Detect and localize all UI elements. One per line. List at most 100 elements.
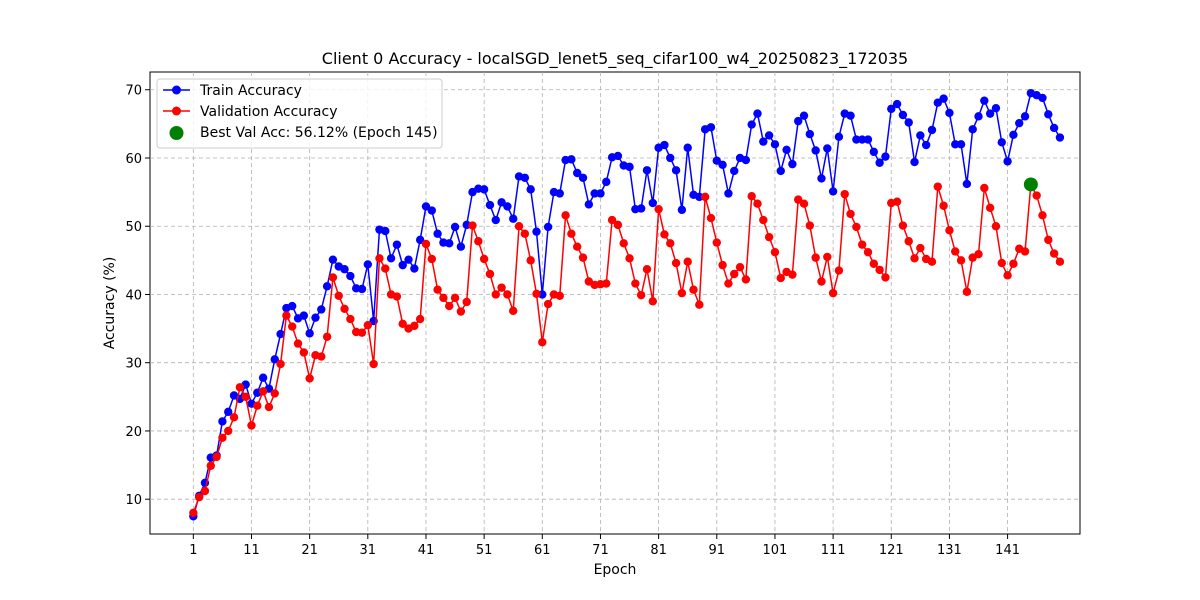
- x-tick-label: 51: [476, 543, 493, 558]
- data-point-train-accuracy: [572, 168, 582, 178]
- data-point-validation-accuracy: [776, 273, 785, 283]
- data-point-train-accuracy: [485, 200, 495, 210]
- data-point-validation-accuracy: [474, 237, 483, 246]
- data-point-validation-accuracy: [689, 285, 698, 294]
- data-point-train-accuracy: [980, 96, 989, 105]
- legend-train-marker: [172, 85, 181, 95]
- data-point-validation-accuracy: [468, 221, 477, 230]
- data-point-validation-accuracy: [206, 461, 215, 470]
- data-point-train-accuracy: [648, 198, 658, 208]
- data-point-validation-accuracy: [735, 262, 745, 272]
- data-point-validation-accuracy: [933, 182, 942, 191]
- best-val-marker: [1023, 177, 1038, 192]
- data-point-validation-accuracy: [910, 254, 919, 263]
- data-point-validation-accuracy: [956, 256, 966, 265]
- data-point-train-accuracy: [956, 140, 966, 149]
- data-point-validation-accuracy: [479, 254, 489, 264]
- data-point-train-accuracy: [497, 198, 506, 207]
- x-tick-label: 41: [418, 543, 435, 558]
- data-point-train-accuracy: [602, 177, 611, 187]
- data-point-validation-accuracy: [642, 265, 652, 274]
- data-point-validation-accuracy: [892, 197, 902, 206]
- data-point-validation-accuracy: [613, 220, 623, 230]
- data-point-validation-accuracy: [945, 226, 954, 235]
- data-point-train-accuracy: [921, 140, 931, 150]
- data-point-train-accuracy: [660, 140, 669, 150]
- x-tick-label: 111: [821, 543, 846, 558]
- data-point-train-accuracy: [445, 239, 454, 248]
- data-point-validation-accuracy: [695, 300, 704, 309]
- legend-val-label: Validation Accuracy: [200, 104, 338, 120]
- data-point-train-accuracy: [1044, 110, 1053, 119]
- data-point-train-accuracy: [340, 265, 349, 274]
- data-point-validation-accuracy: [398, 319, 407, 329]
- data-point-train-accuracy: [776, 166, 785, 176]
- data-point-validation-accuracy: [363, 320, 373, 330]
- data-point-validation-accuracy: [520, 229, 530, 238]
- data-point-validation-accuracy: [625, 254, 634, 263]
- data-point-train-accuracy: [357, 284, 367, 294]
- data-point-validation-accuracy: [683, 257, 692, 266]
- data-point-train-accuracy: [788, 159, 797, 169]
- data-point-train-accuracy: [1015, 118, 1024, 128]
- data-point-train-accuracy: [671, 166, 681, 175]
- data-point-train-accuracy: [904, 118, 913, 127]
- data-point-train-accuracy: [584, 200, 594, 209]
- data-point-train-accuracy: [398, 260, 407, 270]
- data-point-validation-accuracy: [741, 275, 751, 284]
- data-point-train-accuracy: [852, 135, 861, 144]
- y-tick-label: 30: [125, 357, 142, 372]
- data-point-train-accuracy: [578, 173, 588, 182]
- data-point-validation-accuracy: [317, 352, 326, 361]
- data-point-validation-accuracy: [852, 222, 861, 232]
- data-point-train-accuracy: [456, 242, 466, 251]
- data-point-train-accuracy: [910, 157, 919, 167]
- data-point-train-accuracy: [869, 147, 879, 157]
- data-point-validation-accuracy: [869, 259, 879, 268]
- data-point-train-accuracy: [712, 156, 721, 165]
- data-point-validation-accuracy: [538, 338, 547, 347]
- data-point-validation-accuracy: [456, 307, 466, 316]
- data-point-validation-accuracy: [712, 238, 721, 247]
- data-point-validation-accuracy: [410, 321, 419, 331]
- data-point-validation-accuracy: [247, 421, 256, 430]
- data-point-train-accuracy: [363, 260, 373, 269]
- data-point-validation-accuracy: [974, 250, 983, 259]
- data-point-validation-accuracy: [427, 254, 436, 264]
- data-point-train-accuracy: [939, 94, 948, 103]
- chart-title: Client 0 Accuracy - localSGD_lenet5_seq_…: [322, 49, 908, 69]
- data-point-train-accuracy: [666, 153, 675, 163]
- data-point-train-accuracy: [1049, 123, 1059, 133]
- data-point-validation-accuracy: [322, 332, 332, 341]
- x-tick-label: 101: [763, 543, 788, 558]
- data-point-train-accuracy: [613, 151, 623, 161]
- data-point-validation-accuracy: [962, 287, 972, 296]
- data-point-validation-accuracy: [491, 290, 500, 299]
- data-point-train-accuracy: [782, 145, 791, 154]
- x-tick-label: 131: [937, 543, 962, 558]
- data-point-validation-accuracy: [823, 252, 832, 262]
- data-point-validation-accuracy: [328, 273, 338, 282]
- data-point-validation-accuracy: [299, 348, 309, 357]
- data-point-train-accuracy: [526, 185, 535, 194]
- series-validation-accuracy: [189, 180, 1065, 518]
- x-tick-label: 1: [189, 543, 197, 558]
- data-point-validation-accuracy: [730, 269, 739, 279]
- data-point-validation-accuracy: [811, 253, 820, 262]
- data-point-validation-accuracy: [654, 204, 663, 214]
- data-point-validation-accuracy: [194, 492, 204, 502]
- data-point-validation-accuracy: [421, 239, 431, 249]
- data-point-train-accuracy: [753, 109, 762, 118]
- series-line-train-accuracy: [192, 92, 1061, 517]
- data-point-validation-accuracy: [631, 279, 640, 288]
- data-point-validation-accuracy: [997, 258, 1006, 268]
- data-point-train-accuracy: [764, 131, 774, 140]
- data-point-train-accuracy: [718, 160, 727, 170]
- x-tick-label: 141: [995, 543, 1020, 558]
- data-point-train-accuracy: [863, 135, 873, 144]
- data-point-validation-accuracy: [1032, 191, 1041, 200]
- data-point-validation-accuracy: [706, 213, 716, 223]
- data-point-train-accuracy: [299, 311, 309, 320]
- data-point-validation-accuracy: [334, 291, 343, 301]
